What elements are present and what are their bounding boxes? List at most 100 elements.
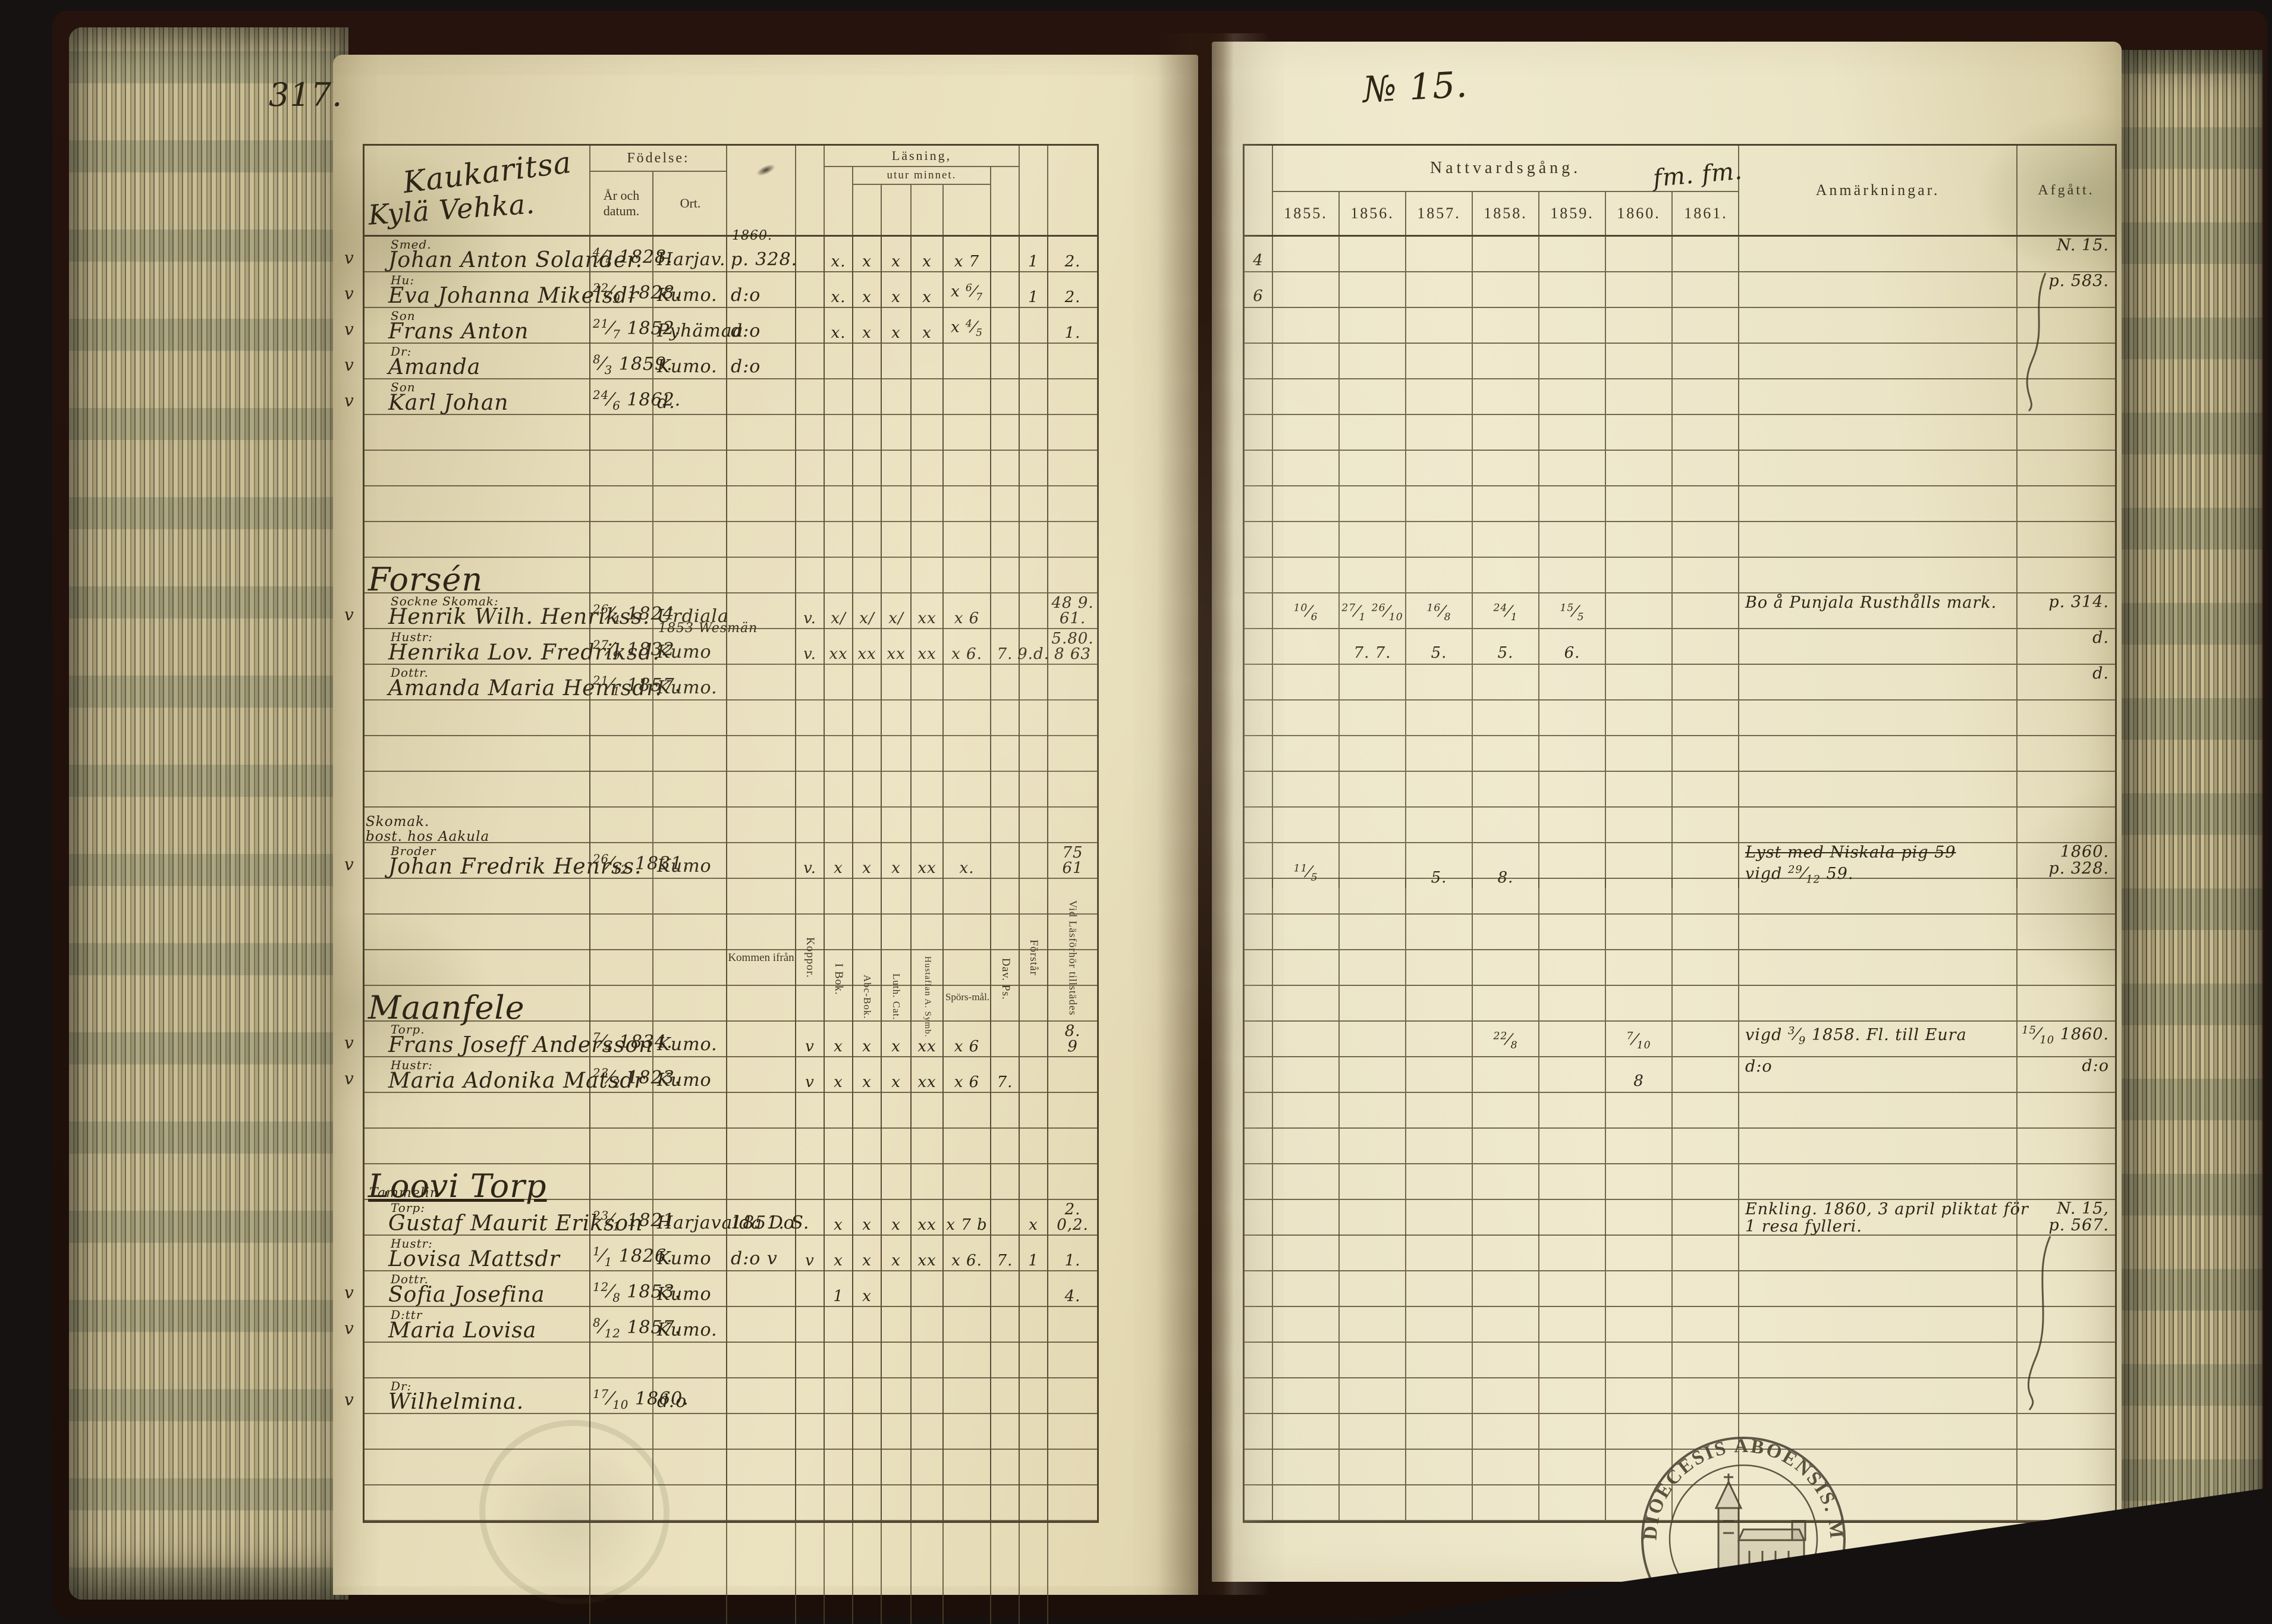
cell-lead xyxy=(1245,701,1273,735)
birth-place: Kumo. xyxy=(657,677,718,698)
cell-mark-sporsmal xyxy=(944,1093,991,1127)
cell-mark-koppor: v. xyxy=(796,593,825,628)
cell-year-1861 xyxy=(1673,808,1739,842)
cell-mark-forstar xyxy=(1020,1022,1048,1056)
cell-mark-ibok: x xyxy=(825,1022,853,1056)
cell-mark-forstar xyxy=(1020,308,1048,343)
cell-mark-koppor xyxy=(796,272,825,307)
cell-person: v Torp. Frans Joseff Andersson xyxy=(344,1022,652,1057)
birth-place: Pyhämaa xyxy=(657,321,744,341)
cell-year-1858 xyxy=(1473,486,1539,521)
cell-year-1861 xyxy=(1673,879,1739,913)
record-row: v Hu: Eva Johanna Mikelsdr 22⁄9 1828. Kumo. d… xyxy=(344,272,1097,308)
cell-remarks xyxy=(1739,486,2018,521)
cell-arrived-from xyxy=(727,950,796,985)
cell-arrived-from xyxy=(727,665,796,699)
communion-column-group: Nattvardsgång. fm. fm. 1855. 1856. 1857.… xyxy=(1273,146,1744,235)
cell-arrived-from: 1860. p. 328. xyxy=(727,228,797,271)
cell-mark-forstar xyxy=(1020,986,1048,1020)
cell-mark-abcbok xyxy=(853,808,882,842)
cell-mark-hustaflan xyxy=(912,379,944,414)
cell-mark-luthcat xyxy=(882,1485,912,1520)
cell-mark-forstar xyxy=(1020,1450,1048,1484)
cell-year-1861 xyxy=(1673,1093,1739,1127)
cell-birth-date xyxy=(590,736,653,771)
cell-mark-forstar xyxy=(1020,665,1048,699)
cell-year-1856 xyxy=(1340,986,1406,1020)
birth-date: 1⁄1 1826. xyxy=(593,1245,673,1269)
communion-row xyxy=(1245,344,2115,379)
cell-year-1860 xyxy=(1606,1307,1673,1342)
cell-year-1860 xyxy=(1606,879,1673,913)
cell-mark-luthcat xyxy=(882,950,912,985)
cell-mark-abcbok xyxy=(853,915,882,949)
cell-departed: p. 314. xyxy=(2048,593,2109,611)
cell-mark-hustaflan: x xyxy=(912,237,944,271)
communion-row xyxy=(1245,772,2115,808)
cell-birth-place: Harjavalda Do xyxy=(653,1200,794,1235)
cell-departed xyxy=(2018,558,2115,592)
cell-remarks xyxy=(1739,808,2018,842)
cell-mark-vidlasforhor: 1. xyxy=(1064,324,1081,342)
cell-mark-abcbok xyxy=(853,451,882,485)
cell-mark-luthcat xyxy=(882,415,912,450)
cell-year-1859 xyxy=(1539,1164,1606,1199)
cell-year-1860 xyxy=(1606,1414,1673,1449)
cell-birth-place: Kumo xyxy=(653,1271,727,1306)
cell-mark-luthcat: xx xyxy=(882,629,912,664)
cell-arrived-from xyxy=(727,986,796,1020)
cell-mark-vidlasforhor xyxy=(1048,915,1097,949)
cell-mark-sporsmal xyxy=(944,915,991,949)
cell-mark-sporsmal xyxy=(944,1378,991,1413)
cell-mark-davps xyxy=(991,1343,1020,1377)
cell-mark-sporsmal xyxy=(944,415,991,450)
cell-departed xyxy=(2018,986,2115,1020)
cell-year-1855 xyxy=(1273,1200,1340,1236)
afgatt-flourish-top xyxy=(2026,272,2047,412)
cell-birth-place: Kumo. xyxy=(653,1307,727,1342)
cell-mark-forstar xyxy=(1020,379,1048,414)
cell-mark-vidlasforhor xyxy=(1048,415,1097,450)
cell-mark-luthcat xyxy=(882,915,912,949)
cell-mark-hustaflan xyxy=(912,1414,944,1449)
cell-remarks xyxy=(1739,344,2018,378)
person-name: Henrik Wilh. Henrikss. xyxy=(388,605,651,629)
cell-mark-davps xyxy=(991,1307,1020,1342)
cell-mark-ibok xyxy=(825,808,853,842)
cell-mark-hustaflan xyxy=(912,558,944,592)
cell-mark-davps xyxy=(991,1414,1020,1449)
cell-mark-hustaflan xyxy=(912,772,944,806)
cell-departed xyxy=(2018,1450,2115,1484)
cell-year-1858 xyxy=(1473,1236,1539,1270)
cell-year-1860 xyxy=(1606,950,1673,985)
group-heading: Loovi Torp xyxy=(368,1167,547,1205)
cell-mark-abcbok xyxy=(853,950,882,985)
cell-birth-date: 8⁄3 1859. xyxy=(590,344,673,378)
cell-year-1856 xyxy=(1340,486,1406,521)
cell-mark-vidlasforhor: 75 61 xyxy=(1062,844,1083,877)
left-page-number: 317. xyxy=(269,76,343,114)
cell-remarks xyxy=(1739,415,2018,450)
cell-year-1858: 24⁄1 xyxy=(1473,593,1539,628)
person-role: Hustr: xyxy=(391,630,433,644)
cell-mark-ibok xyxy=(825,379,853,414)
birth-place-note: 1853 Wesmän xyxy=(658,621,758,636)
cell-year-1860: 7⁄10 xyxy=(1606,1022,1673,1056)
cell-year-1858 xyxy=(1473,308,1539,343)
cell-arrived-from xyxy=(727,629,796,664)
cell-mark-luthcat xyxy=(882,558,912,592)
cell-year-1861 xyxy=(1673,1164,1739,1199)
cell-mark-vidlasforhor xyxy=(1048,1414,1097,1449)
attendance-header: Vid Läsförhör tillstädes xyxy=(1067,900,1079,1016)
cell-mark-davps xyxy=(991,772,1020,806)
davids-psalms-header: Dav. Ps. xyxy=(999,958,1012,1000)
cell-mark-davps xyxy=(991,701,1020,735)
cell-mark-ibok xyxy=(825,1164,853,1199)
cell-mark-ibok xyxy=(825,1343,853,1377)
cell-year-1861 xyxy=(1673,629,1739,664)
communion-row: 22⁄8 7⁄10 vigd 3⁄9 1858. Fl. till Eura 15⁄1… xyxy=(1245,1022,2115,1057)
cell-mark-forstar: 9.d. xyxy=(1017,629,1049,664)
communion-row xyxy=(1245,486,2115,522)
cell-year-1857 xyxy=(1406,1450,1473,1484)
cell-year-1860: 8 xyxy=(1606,1057,1673,1092)
